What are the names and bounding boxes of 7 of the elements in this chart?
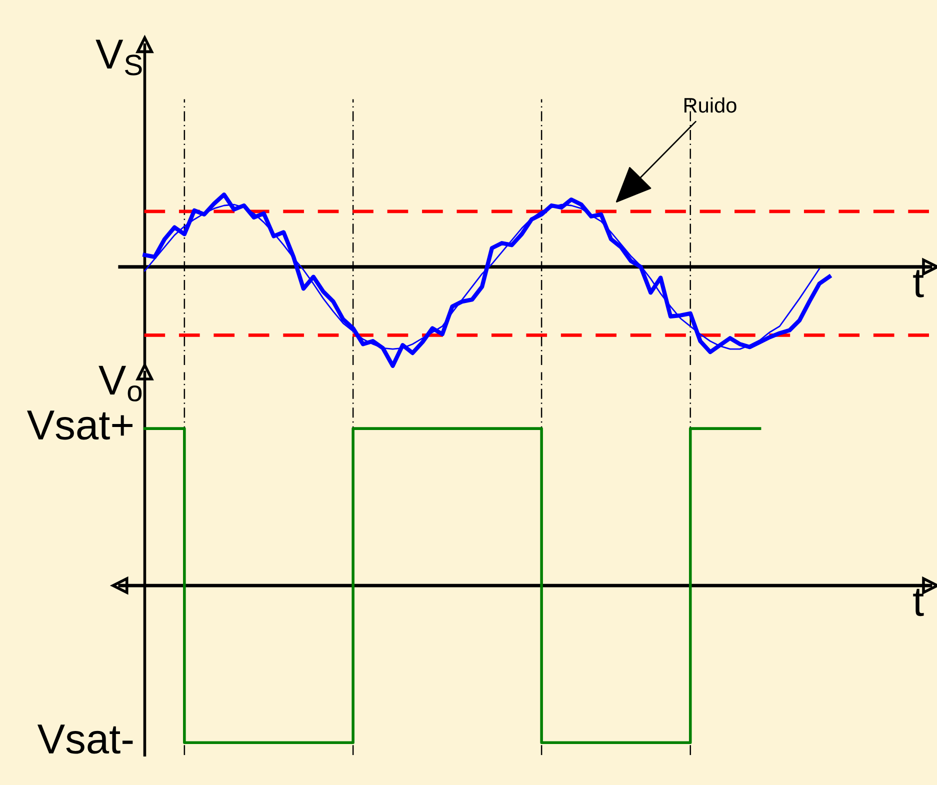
x-axis-title: t xyxy=(913,588,924,616)
y-axis-title: V$_{o}$ xyxy=(98,366,142,402)
text: Vsat- xyxy=(37,724,133,754)
text: Vsat+ xyxy=(27,410,132,440)
text: Ruido xyxy=(684,97,736,113)
x-axis-title: t xyxy=(913,270,924,298)
y-axis-title: V$_{S}$ xyxy=(96,40,142,76)
